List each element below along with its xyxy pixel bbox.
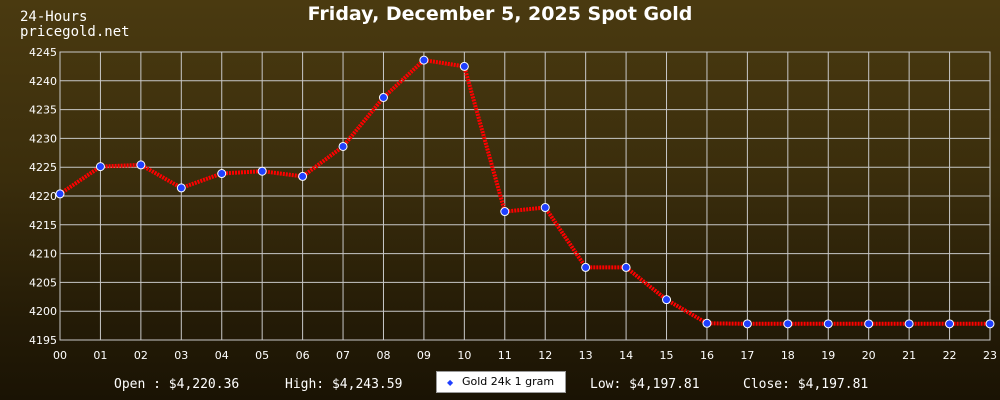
data-point [378, 93, 388, 103]
x-tick-label: 08 [376, 349, 390, 362]
data-point [500, 207, 510, 217]
data-point [904, 319, 914, 329]
data-point [702, 318, 712, 328]
low-stat: Low: $4,197.81 [590, 377, 700, 392]
y-tick-label: 4210 [29, 248, 57, 261]
data-point [419, 55, 429, 65]
y-tick-label: 4205 [29, 276, 57, 289]
data-point [459, 61, 469, 71]
data-point [621, 262, 631, 272]
data-point [176, 183, 186, 193]
x-tick-label: 00 [53, 349, 67, 362]
x-tick-label: 10 [457, 349, 471, 362]
x-tick-label: 05 [255, 349, 269, 362]
x-tick-label: 06 [296, 349, 310, 362]
data-point [742, 319, 752, 329]
x-tick-label: 12 [538, 349, 552, 362]
legend-marker-icon: ◆ [447, 378, 454, 387]
x-tick-label: 13 [579, 349, 593, 362]
y-tick-label: 4235 [29, 104, 57, 117]
x-tick-label: 17 [740, 349, 754, 362]
x-tick-label: 19 [821, 349, 835, 362]
legend-label: Gold 24k 1 gram [462, 375, 555, 388]
x-tick-label: 16 [700, 349, 714, 362]
series-line [58, 58, 990, 326]
data-point [662, 295, 672, 305]
legend: ◆ Gold 24k 1 gram [436, 371, 566, 393]
x-tick-label: 14 [619, 349, 633, 362]
data-point [985, 319, 995, 329]
data-point [864, 319, 874, 329]
data-point [783, 319, 793, 329]
close-stat: Close: $4,197.81 [743, 377, 869, 392]
site-label: pricegold.net [20, 24, 130, 40]
data-point [823, 319, 833, 329]
data-point [540, 203, 550, 213]
y-tick-label: 4225 [29, 161, 57, 174]
x-tick-label: 22 [943, 349, 957, 362]
x-tick-label: 02 [134, 349, 148, 362]
x-tick-label: 20 [862, 349, 876, 362]
y-tick-label: 4220 [29, 190, 57, 203]
period-label: 24-Hours [20, 9, 88, 25]
x-tick-label: 07 [336, 349, 350, 362]
data-point [95, 162, 105, 172]
y-tick-label: 4195 [29, 334, 57, 347]
x-tick-label: 21 [902, 349, 916, 362]
data-point [945, 319, 955, 329]
x-tick-label: 18 [781, 349, 795, 362]
chart-title: Friday, December 5, 2025 Spot Gold [307, 3, 693, 25]
data-point [581, 262, 591, 272]
y-tick-label: 4240 [29, 75, 57, 88]
y-tick-label: 4245 [29, 46, 57, 59]
data-point [55, 189, 65, 199]
data-point [338, 141, 348, 151]
data-point [217, 169, 227, 179]
open-stat: Open : $4,220.36 [114, 377, 240, 392]
data-point [136, 160, 146, 170]
x-tick-label: 01 [93, 349, 107, 362]
x-tick-label: 09 [417, 349, 431, 362]
y-tick-label: 4215 [29, 219, 57, 232]
y-tick-label: 4230 [29, 132, 57, 145]
x-tick-label: 23 [983, 349, 997, 362]
x-tick-label: 15 [660, 349, 674, 362]
x-tick-label: 11 [498, 349, 512, 362]
x-tick-label: 04 [215, 349, 229, 362]
chart-source-label: 24-Hours pricegold.net [20, 10, 130, 40]
x-tick-label: 03 [174, 349, 188, 362]
y-tick-label: 4200 [29, 305, 57, 318]
data-point [257, 166, 267, 176]
high-stat: High: $4,243.59 [285, 377, 403, 392]
data-point [298, 171, 308, 181]
